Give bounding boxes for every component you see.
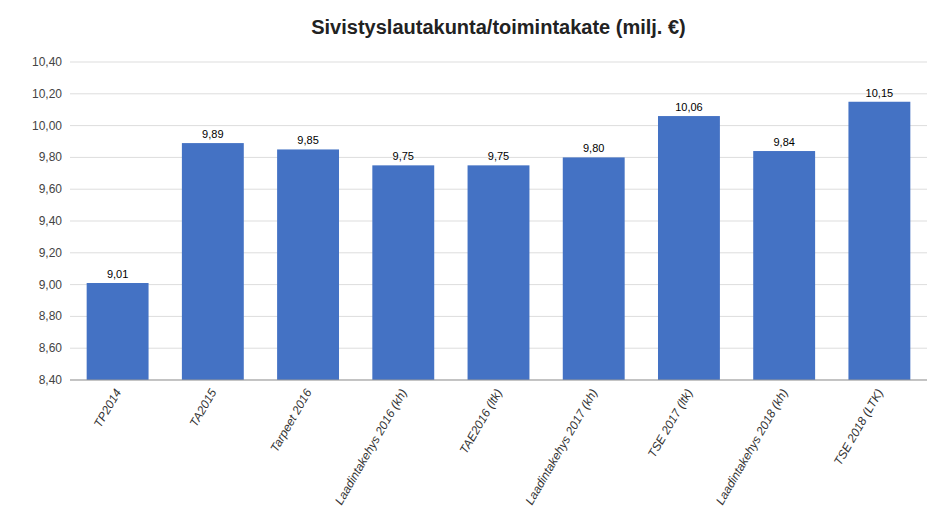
bar	[468, 165, 530, 380]
data-label: 9,75	[393, 150, 414, 162]
x-tick-label: TA2015	[187, 386, 220, 429]
grid-line	[70, 62, 927, 63]
data-label: 10,06	[675, 101, 703, 113]
bar	[753, 151, 815, 380]
y-tick-label: 9,40	[39, 214, 63, 228]
data-label: 9,84	[773, 136, 794, 148]
x-tick-label: Laadintakehys 2016 (kh)	[332, 386, 410, 507]
title: Sivistyslautakunta/toimintakate (milj. €…	[311, 16, 686, 38]
x-tick-label: Tarpeet 2016	[267, 386, 314, 454]
grid-line	[70, 125, 927, 126]
bar	[277, 149, 339, 380]
x-tick-label: TAE2016 (ltk)	[457, 386, 505, 456]
y-tick-label: 8,40	[39, 373, 63, 387]
bar	[372, 165, 434, 380]
bar	[182, 143, 244, 380]
data-label: 9,89	[202, 128, 223, 140]
grid-line	[70, 93, 927, 94]
y-tick-label: 9,00	[39, 278, 63, 292]
bars	[87, 102, 911, 380]
y-tick-label: 10,40	[32, 55, 62, 69]
y-tick-label: 9,80	[39, 150, 63, 164]
y-tick-label: 8,80	[39, 309, 63, 323]
data-label: 9,75	[488, 150, 509, 162]
y-tick-label: 10,20	[32, 87, 62, 101]
data-label: 9,85	[297, 134, 318, 146]
y-tick-label: 10,00	[32, 119, 62, 133]
bar	[848, 102, 910, 380]
data-label: 10,15	[866, 87, 894, 99]
data-label: 9,80	[583, 142, 604, 154]
data-label: 9,01	[107, 268, 128, 280]
x-tick-label: Laadintakehys 2018 (kh)	[713, 386, 791, 507]
grid-line	[70, 380, 927, 381]
x-tick-label: TSE 2018 (LTK)	[831, 386, 886, 467]
bar	[658, 116, 720, 380]
chart: Sivistyslautakunta/toimintakate (milj. €…	[0, 0, 947, 532]
bar	[563, 157, 625, 380]
y-tick-label: 8,60	[39, 341, 63, 355]
x-tick-label: TP2014	[91, 386, 124, 430]
x-tick-label: TSE 2017 (ltk)	[645, 387, 695, 460]
y-tick-label: 9,20	[39, 246, 63, 260]
x-tick-label: Laadintakehys 2017 (kh)	[522, 386, 600, 507]
bar	[87, 283, 149, 380]
x-axis-line	[70, 380, 927, 381]
y-tick-label: 9,60	[39, 182, 63, 196]
